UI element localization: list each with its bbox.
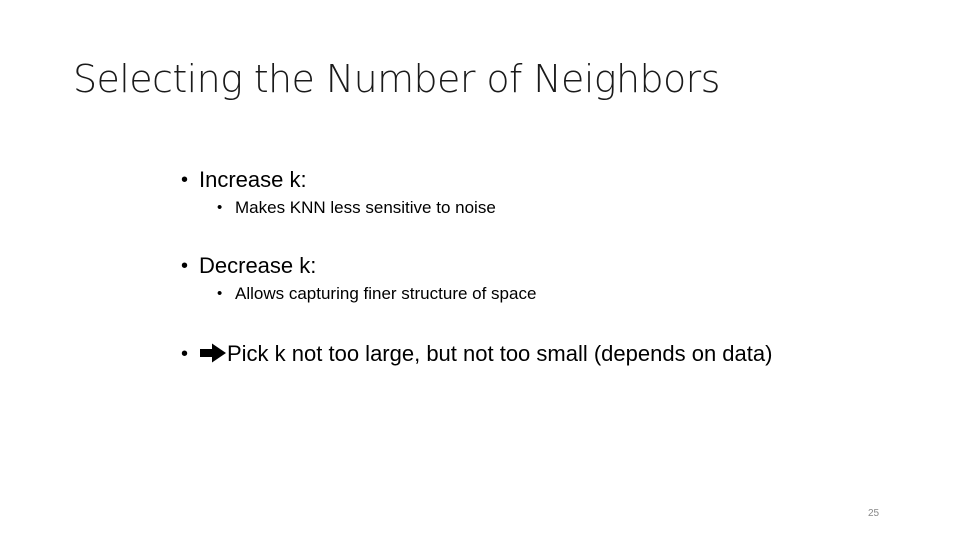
sub-bullet-text: Makes KNN less sensitive to noise (235, 198, 496, 217)
bullet-item: • Increase k: (181, 166, 781, 194)
sub-bullet-item: • Makes KNN less sensitive to noise (217, 196, 781, 220)
page-number: 25 (868, 508, 880, 519)
sub-bullet-text: Allows capturing finer structure of spac… (235, 284, 537, 303)
bullet-icon: • (217, 199, 223, 216)
bullet-icon: • (181, 255, 189, 277)
slide-title: Selecting the Number of Neighbors (73, 57, 720, 101)
arrow-right-icon (200, 343, 226, 363)
bullet-item: • Pick k not too large, but not too smal… (181, 340, 781, 368)
bullet-icon: • (181, 343, 189, 365)
slide-content: • Increase k: • Makes KNN less sensitive… (181, 166, 781, 368)
bullet-icon: • (217, 285, 223, 302)
bullet-item: • Decrease k: (181, 252, 781, 280)
bullet-text: Decrease k: (199, 253, 317, 278)
bullet-icon: • (181, 169, 189, 191)
bullet-text: Pick k not too large, but not too small … (227, 341, 773, 366)
sub-bullet-item: • Allows capturing finer structure of sp… (217, 282, 781, 306)
bullet-text: Increase k: (199, 167, 307, 192)
